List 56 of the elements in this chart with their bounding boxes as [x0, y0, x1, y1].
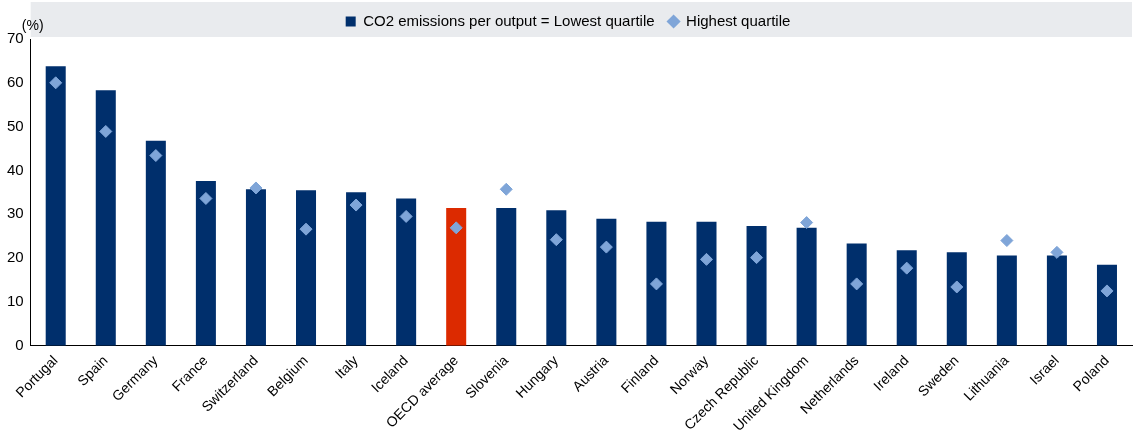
y-tick-label: 60 — [7, 72, 24, 90]
point — [149, 149, 163, 163]
point — [649, 277, 663, 291]
point — [349, 198, 363, 212]
x-tick-label: Italy — [331, 352, 361, 382]
bar — [195, 180, 216, 346]
point — [800, 216, 814, 230]
bar — [946, 252, 967, 346]
bar — [796, 227, 817, 346]
point — [950, 280, 964, 294]
y-tick-label: 10 — [7, 292, 24, 310]
bar — [1096, 264, 1117, 346]
y-tick-label: 0 — [15, 335, 24, 353]
bar — [1046, 255, 1067, 346]
bar — [446, 208, 467, 346]
point — [900, 261, 914, 275]
point — [699, 252, 713, 266]
point — [49, 76, 63, 90]
point — [299, 222, 313, 236]
y-tick-label: 70 — [7, 29, 24, 47]
point — [199, 191, 213, 205]
bar — [45, 66, 66, 346]
bar — [95, 90, 116, 346]
point — [449, 221, 463, 235]
bar — [145, 140, 166, 346]
point — [499, 182, 513, 196]
y-axis-title: (%) — [21, 16, 44, 33]
y-tick-label: 30 — [7, 204, 24, 222]
legend-label: CO2 emissions per output = Lowest quartile — [363, 11, 655, 29]
point — [1050, 245, 1064, 259]
point — [1000, 234, 1014, 248]
bar — [846, 243, 867, 346]
point — [549, 233, 563, 247]
bar — [696, 221, 717, 346]
bar — [296, 190, 317, 346]
bar — [646, 221, 667, 346]
y-tick-label: 20 — [7, 248, 24, 266]
bar — [596, 218, 617, 346]
point — [750, 251, 764, 265]
y-tick-label: 50 — [7, 116, 24, 134]
y-tick-label: 40 — [7, 160, 24, 178]
bar — [996, 255, 1017, 346]
bar — [896, 250, 917, 346]
bar — [346, 192, 367, 346]
bar — [496, 208, 517, 346]
point — [399, 209, 413, 223]
point — [599, 240, 613, 254]
bar — [396, 198, 417, 346]
bar — [245, 189, 266, 346]
point — [850, 277, 864, 291]
point — [1100, 284, 1114, 298]
point — [249, 181, 263, 195]
bar — [746, 226, 767, 346]
point — [99, 124, 113, 138]
legend-label: Highest quartile — [686, 11, 791, 29]
bar — [546, 210, 567, 346]
